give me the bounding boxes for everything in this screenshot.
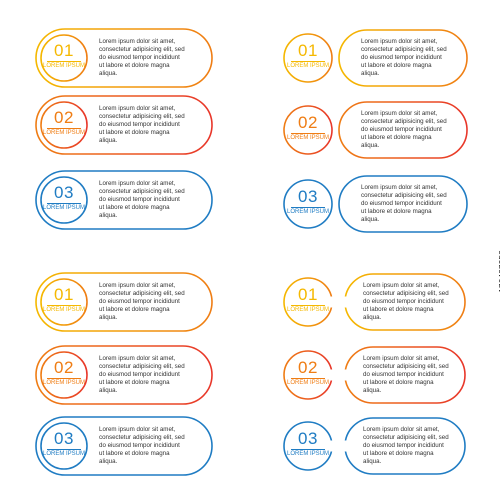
step-divider — [47, 449, 81, 450]
step-label: LOREM IPSUM — [286, 307, 329, 313]
step-number: 02 — [54, 358, 74, 377]
step-number: 02 — [298, 113, 318, 132]
step-number: 02 — [54, 108, 74, 127]
step-card-outline — [283, 273, 466, 331]
step-label: LOREM IPSUM — [286, 135, 329, 141]
step-number: 01 — [54, 285, 74, 304]
step-label: LOREM IPSUM — [42, 130, 85, 136]
step-divider — [47, 203, 81, 204]
step-card-outline — [35, 95, 213, 155]
step-number: 02 — [298, 358, 318, 377]
step-card-outline — [283, 101, 468, 159]
step-description: Lorem ipsum dolor sit amet, consectetur … — [99, 105, 185, 144]
step-card-outline — [35, 345, 213, 405]
step-divider — [291, 207, 325, 208]
step-label: LOREM IPSUM — [42, 307, 85, 313]
step-label: LOREM IPSUM — [286, 209, 329, 215]
step-divider — [47, 378, 81, 379]
step-description: Lorem ipsum dolor sit amet, consectetur … — [361, 38, 447, 77]
step-label: LOREM IPSUM — [42, 205, 85, 211]
step-divider — [47, 128, 81, 129]
step-card-outline — [35, 272, 213, 332]
step-number: 01 — [298, 285, 318, 304]
step-number: 03 — [298, 187, 318, 206]
step-card-outline — [35, 28, 213, 88]
step-description: Lorem ipsum dolor sit amet, consectetur … — [99, 38, 185, 77]
step-description: Lorem ipsum dolor sit amet, consectetur … — [99, 180, 185, 219]
step-number: 03 — [54, 183, 74, 202]
step-card-outline — [283, 417, 466, 475]
step-card-outline — [283, 29, 468, 87]
step-card-outline — [283, 346, 466, 404]
step-label: LOREM IPSUM — [42, 380, 85, 386]
step-label: LOREM IPSUM — [42, 451, 85, 457]
step-description: Lorem ipsum dolor sit amet, consectetur … — [99, 426, 185, 465]
step-divider — [47, 61, 81, 62]
step-number: 01 — [54, 41, 74, 60]
step-number: 03 — [298, 429, 318, 448]
step-label: LOREM IPSUM — [42, 63, 85, 69]
step-divider — [291, 378, 325, 379]
step-label: LOREM IPSUM — [286, 451, 329, 457]
step-number: 01 — [298, 41, 318, 60]
step-description: Lorem ipsum dolor sit amet, consectetur … — [363, 355, 449, 394]
step-description: Lorem ipsum dolor sit amet, consectetur … — [99, 282, 185, 321]
step-description: Lorem ipsum dolor sit amet, consectetur … — [361, 110, 447, 149]
step-description: Lorem ipsum dolor sit amet, consectetur … — [363, 426, 449, 465]
step-card-outline — [283, 175, 468, 233]
step-divider — [291, 61, 325, 62]
step-description: Lorem ipsum dolor sit amet, consectetur … — [99, 355, 185, 394]
step-divider — [47, 305, 81, 306]
step-divider — [291, 305, 325, 306]
step-divider — [291, 449, 325, 450]
step-number: 03 — [54, 429, 74, 448]
step-description: Lorem ipsum dolor sit amet, consectetur … — [361, 184, 447, 223]
step-label: LOREM IPSUM — [286, 380, 329, 386]
step-card-outline — [35, 170, 213, 230]
step-divider — [291, 133, 325, 134]
step-description: Lorem ipsum dolor sit amet, consectetur … — [363, 282, 449, 321]
step-card-outline — [35, 416, 213, 476]
step-label: LOREM IPSUM — [286, 63, 329, 69]
